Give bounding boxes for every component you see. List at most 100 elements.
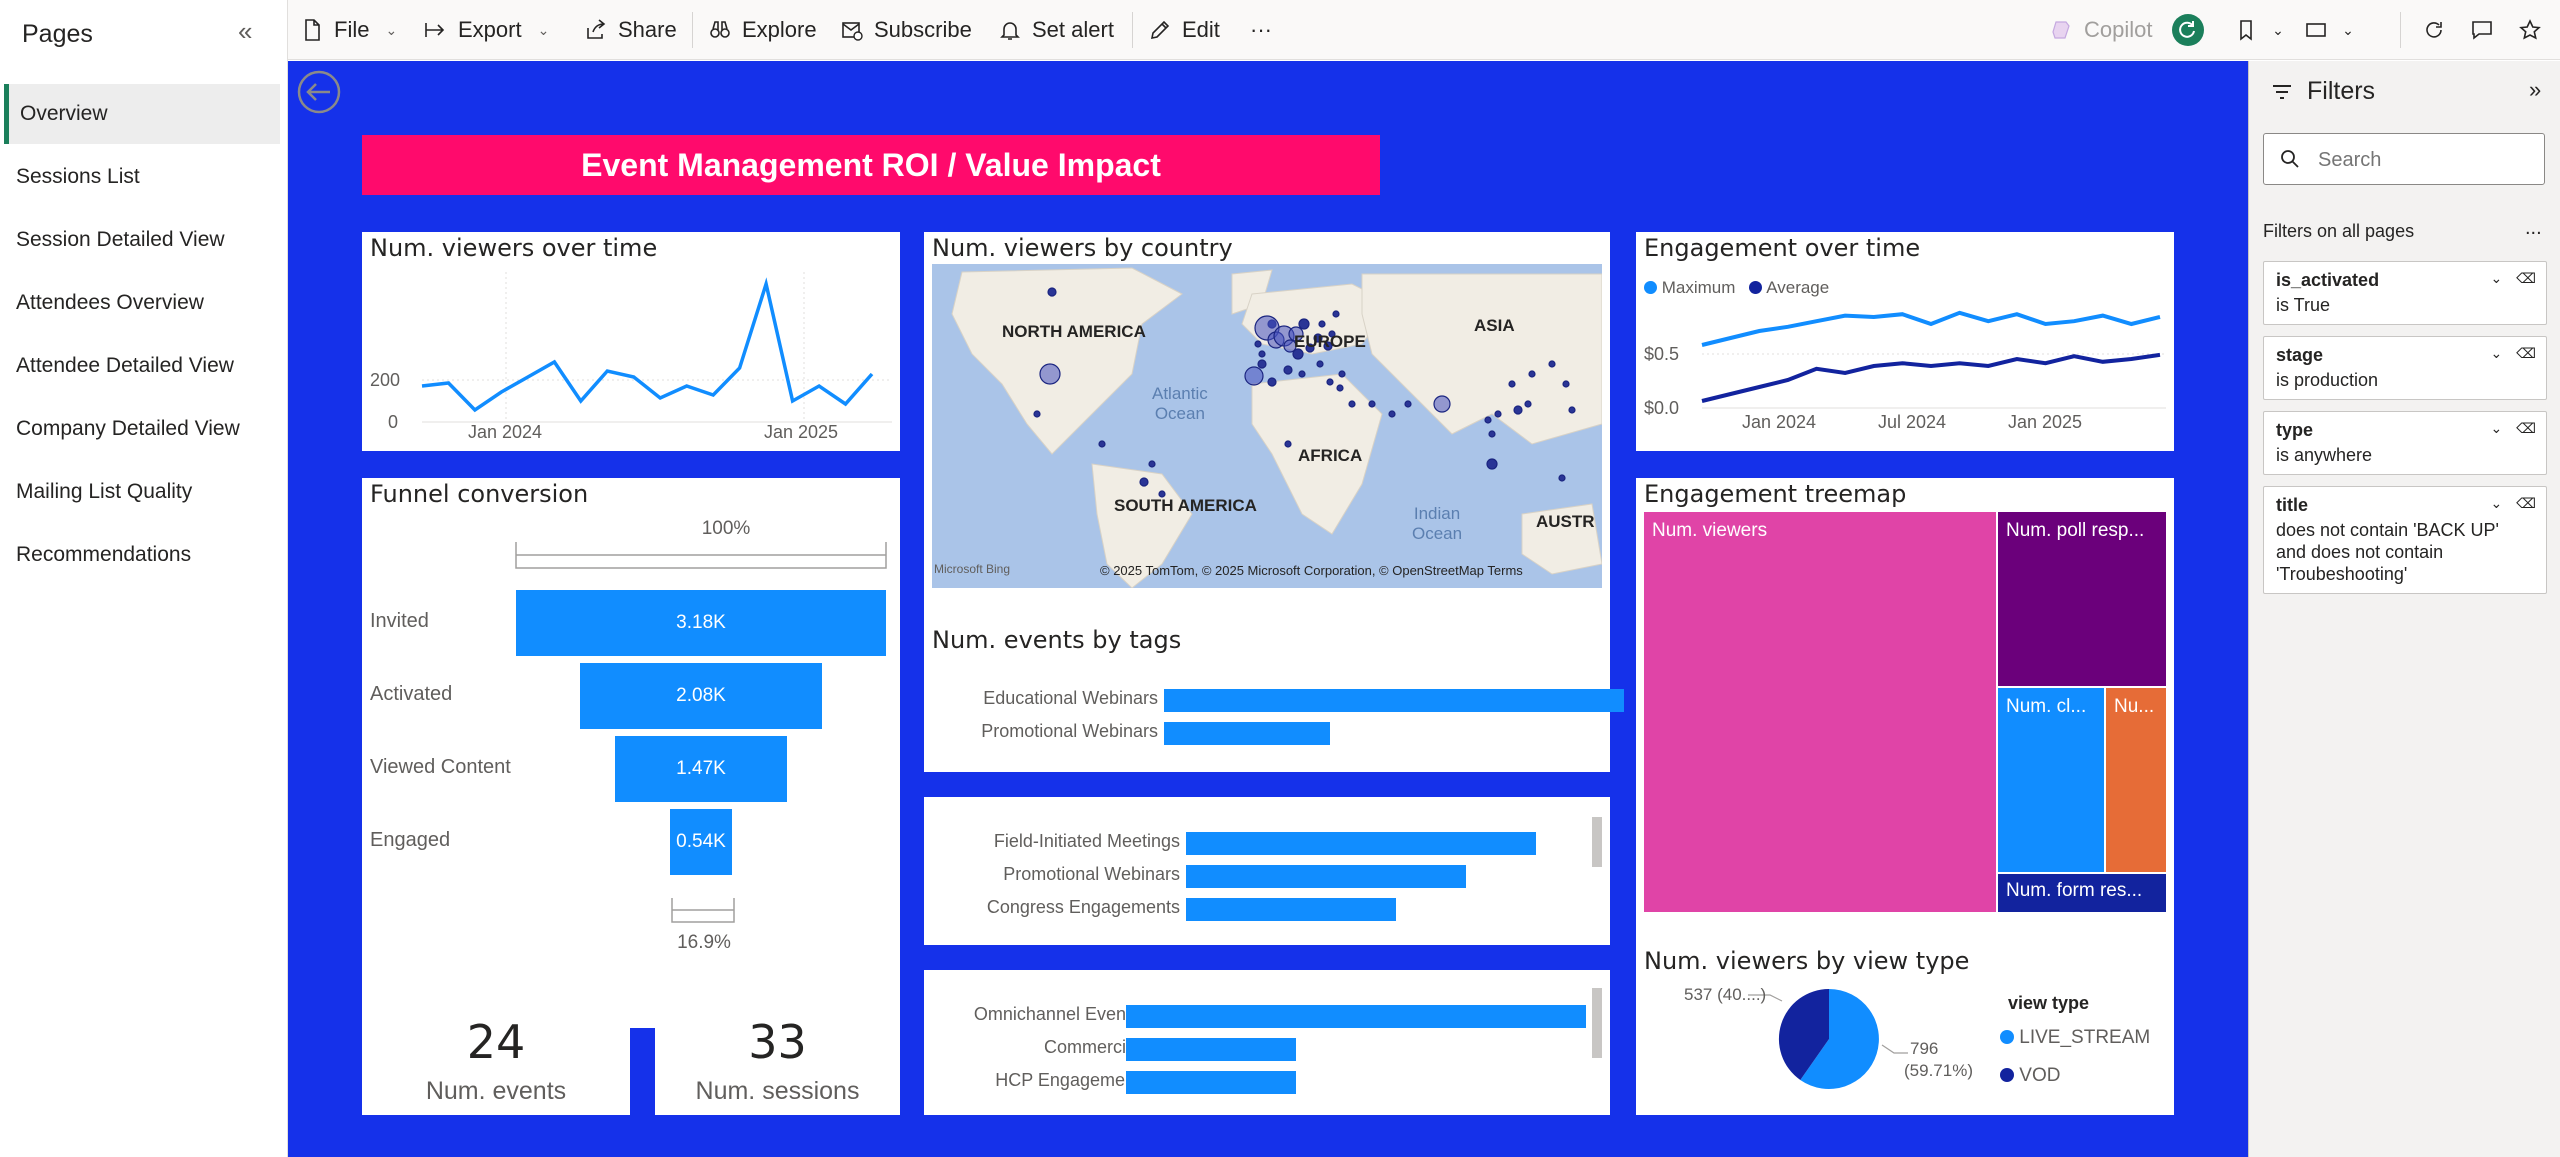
viewers-by-view-type-card[interactable]: Num. viewers by view type 537 (40....) 7… bbox=[1636, 945, 2174, 1115]
map-bubble[interactable] bbox=[1284, 440, 1292, 448]
file-menu[interactable]: File ⌄ bbox=[300, 0, 397, 60]
filters-more-button[interactable]: ... bbox=[2525, 217, 2542, 239]
bar-mark[interactable] bbox=[1164, 722, 1330, 745]
bar-mark[interactable] bbox=[1126, 1005, 1586, 1028]
map-bubble[interactable] bbox=[1528, 370, 1536, 378]
chevron-down-icon[interactable]: ⌄ bbox=[2490, 270, 2503, 286]
map-bubble[interactable] bbox=[1494, 410, 1502, 418]
page-attendee-detailed-view[interactable]: Attendee Detailed View bbox=[16, 354, 234, 377]
map-bubble[interactable] bbox=[1139, 477, 1149, 487]
map-bubble[interactable] bbox=[1338, 370, 1346, 378]
map-bubble[interactable] bbox=[1254, 340, 1262, 348]
back-arrow-icon[interactable] bbox=[296, 69, 342, 115]
engagement-over-time-card[interactable]: Engagement over time Maximum Average $0.… bbox=[1636, 232, 2174, 451]
edit-button[interactable]: Edit bbox=[1148, 0, 1220, 60]
map-bubble[interactable] bbox=[1305, 343, 1315, 353]
comment-icon[interactable] bbox=[2466, 14, 2498, 46]
funnel-stage-bar[interactable]: 2.08K bbox=[579, 663, 822, 729]
map-bubble[interactable] bbox=[1298, 370, 1306, 378]
map-bubble[interactable] bbox=[1267, 377, 1277, 387]
refresh-status-icon[interactable] bbox=[2172, 14, 2204, 46]
share-button[interactable]: Share bbox=[584, 0, 677, 60]
favorite-star-icon[interactable] bbox=[2514, 14, 2546, 46]
map-bubble[interactable] bbox=[1244, 366, 1264, 386]
map-bubble[interactable] bbox=[1388, 410, 1396, 418]
copilot-button[interactable]: Copilot bbox=[2050, 0, 2152, 60]
chevron-down-icon[interactable]: ⌄ bbox=[2272, 21, 2284, 38]
map-bubble[interactable] bbox=[1548, 360, 1556, 368]
more-options-button[interactable]: ··· bbox=[1250, 17, 1272, 42]
engagement-treemap-card[interactable]: Engagement treemap Num. viewers Num. pol… bbox=[1636, 478, 2174, 978]
map-bubble[interactable] bbox=[1257, 359, 1267, 369]
treemap-tile-clicks[interactable]: Num. cl... bbox=[1998, 688, 2104, 872]
bar-mark[interactable] bbox=[1126, 1038, 1297, 1061]
treemap-tile-form-responses[interactable]: Num. form res... bbox=[1998, 874, 2166, 912]
explore-button[interactable]: Explore bbox=[708, 0, 817, 60]
funnel-conversion-card[interactable]: Funnel conversion 100% 16.9% Invited 3.18… bbox=[362, 478, 900, 1028]
filter-card-title[interactable]: title does not contain 'BACK UP' and doe… bbox=[2263, 486, 2547, 594]
funnel-stage-bar[interactable]: 3.18K bbox=[516, 590, 886, 656]
map-bubble[interactable] bbox=[1513, 405, 1523, 415]
filter-card-type[interactable]: type is anywhere ⌄ ⌫ bbox=[2263, 411, 2547, 475]
map-credits[interactable]: © 2025 TomTom, © 2025 Microsoft Corporat… bbox=[1100, 563, 1523, 578]
filter-search-input[interactable] bbox=[2318, 146, 2528, 174]
funnel-stage-bar[interactable]: 0.54K bbox=[669, 809, 733, 875]
eraser-icon[interactable]: ⌫ bbox=[2516, 345, 2536, 361]
map-bubble[interactable] bbox=[1148, 460, 1156, 468]
filter-card-stage[interactable]: stage is production ⌄ ⌫ bbox=[2263, 336, 2547, 400]
events-by-tags-card[interactable]: Num. events by tags Educational Webinars… bbox=[924, 624, 1624, 772]
eraser-icon[interactable]: ⌫ bbox=[2516, 495, 2536, 511]
pie-slice-vod[interactable] bbox=[1778, 988, 1829, 1080]
events-by-tags-card-3[interactable]: Omnichannel Events Commercial HCP Engageme… bbox=[924, 970, 1610, 1115]
filter-card-is-activated[interactable]: is_activated is True ⌄ ⌫ bbox=[2263, 261, 2547, 325]
filter-search[interactable] bbox=[2263, 133, 2545, 185]
chevron-down-icon[interactable]: ⌄ bbox=[2490, 420, 2503, 436]
map-bubble[interactable] bbox=[1508, 380, 1516, 388]
page-company-detailed-view[interactable]: Company Detailed View bbox=[16, 417, 240, 440]
map-bubble[interactable] bbox=[1047, 287, 1057, 297]
map-bubble[interactable] bbox=[1298, 318, 1310, 330]
map-bubble[interactable] bbox=[1486, 458, 1498, 470]
bar-mark[interactable] bbox=[1126, 1071, 1297, 1094]
map-bubble[interactable] bbox=[1562, 380, 1570, 388]
scrollbar[interactable] bbox=[1592, 988, 1602, 1058]
kpi-sessions-card[interactable]: 33 Num. sessions bbox=[655, 993, 900, 1115]
map-bubble[interactable] bbox=[1348, 400, 1356, 408]
kpi-events-card[interactable]: 24 Num. events bbox=[362, 993, 630, 1115]
map-bubble[interactable] bbox=[1283, 339, 1297, 353]
map-bubble[interactable] bbox=[1288, 326, 1304, 342]
map-bubble[interactable] bbox=[1258, 350, 1266, 358]
set-alert-button[interactable]: Set alert bbox=[998, 0, 1114, 60]
bar-mark[interactable] bbox=[1186, 832, 1536, 855]
bar-mark[interactable] bbox=[1186, 865, 1466, 888]
map-bubble[interactable] bbox=[1488, 430, 1496, 438]
funnel-stage-row[interactable]: Invited 3.18K bbox=[362, 590, 900, 656]
scrollbar[interactable] bbox=[1592, 817, 1602, 867]
map-bubble[interactable] bbox=[1318, 320, 1326, 328]
map-bubble[interactable] bbox=[1568, 406, 1576, 414]
map-bubble[interactable] bbox=[1158, 490, 1166, 498]
pie-slice-live-stream[interactable] bbox=[1800, 989, 1879, 1089]
map-bubble[interactable] bbox=[1033, 410, 1041, 418]
world-map[interactable] bbox=[932, 264, 1602, 588]
bar-mark[interactable] bbox=[1186, 898, 1396, 921]
map-bubble[interactable] bbox=[1558, 474, 1566, 482]
page-overview[interactable]: Overview bbox=[4, 84, 280, 144]
viewers-by-country-card[interactable]: Num. viewers by country NORTH AMERICA EU… bbox=[924, 232, 1610, 658]
map-bubble[interactable] bbox=[1328, 330, 1336, 338]
treemap-tile-poll-responses[interactable]: Num. poll resp... bbox=[1998, 512, 2166, 686]
map-bubble[interactable] bbox=[1283, 365, 1293, 375]
viewers-over-time-card[interactable]: Num. viewers over time 200 0 Jan 2024 Ja… bbox=[362, 232, 900, 451]
funnel-stage-bar[interactable]: 1.47K bbox=[615, 736, 787, 802]
map-bubble[interactable] bbox=[1323, 341, 1333, 351]
map-bubble[interactable] bbox=[1098, 440, 1106, 448]
eraser-icon[interactable]: ⌫ bbox=[2516, 420, 2536, 436]
chevron-down-icon[interactable]: ⌄ bbox=[2342, 21, 2354, 38]
page-recommendations[interactable]: Recommendations bbox=[16, 543, 192, 566]
map-bubble[interactable] bbox=[1326, 378, 1334, 386]
eraser-icon[interactable]: ⌫ bbox=[2516, 270, 2536, 286]
events-by-tags-card-2[interactable]: Field-Initiated Meetings Promotional Webi… bbox=[924, 797, 1610, 945]
page-attendees-overview[interactable]: Attendees Overview bbox=[16, 291, 204, 314]
chevron-down-icon[interactable]: ⌄ bbox=[2490, 345, 2503, 361]
funnel-stage-row[interactable]: Viewed Content 1.47K bbox=[362, 736, 900, 802]
